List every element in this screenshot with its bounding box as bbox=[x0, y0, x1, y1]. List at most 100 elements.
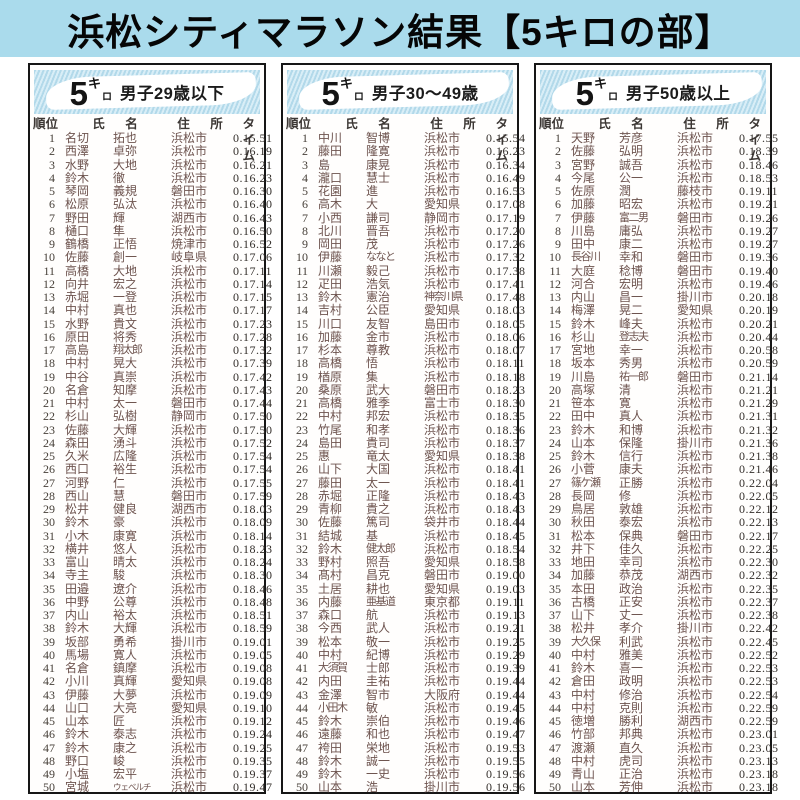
address: 浜松市 bbox=[424, 767, 461, 781]
rank: 31 bbox=[43, 528, 55, 543]
result-row: 42 内田 圭祐 浜松市 0.19.44 bbox=[284, 674, 525, 689]
rank: 36 bbox=[296, 594, 308, 609]
result-row: 48 野口 峻 浜松市 0.19.35 bbox=[31, 753, 272, 768]
rank: 48 bbox=[43, 753, 55, 768]
time: 0.17.17 bbox=[233, 303, 273, 318]
rank: 24 bbox=[296, 435, 308, 450]
family-name: 鈴木 bbox=[65, 515, 90, 530]
address: 掛川市 bbox=[677, 435, 714, 450]
address: 愛知県 bbox=[424, 555, 461, 569]
given-name: 篤司 bbox=[366, 515, 391, 530]
address: 浜松市 bbox=[677, 343, 714, 357]
address: 藤枝市 bbox=[677, 184, 714, 198]
rank: 10 bbox=[43, 250, 55, 265]
family-name: 鈴木 bbox=[318, 714, 343, 728]
time: 0.19.11 bbox=[739, 184, 779, 198]
given-name: 誠一 bbox=[366, 753, 391, 768]
address: 浜松市 bbox=[424, 250, 461, 265]
address: 浜松市 bbox=[677, 462, 714, 477]
result-row: 16 原田 将秀 浜松市 0.17.28 bbox=[31, 330, 272, 344]
result-row: 28 長岡 修 浜松市 0.22.05 bbox=[537, 489, 778, 503]
family-name: 中野 bbox=[65, 594, 90, 609]
family-name: 野田 bbox=[65, 210, 90, 225]
given-name: 丈一 bbox=[619, 608, 644, 622]
family-name: 宮地 bbox=[571, 343, 596, 357]
time: 0.19.13 bbox=[486, 608, 526, 622]
result-row: 47 鈴木 康之 浜松市 0.19.25 bbox=[31, 741, 272, 755]
rank: 19 bbox=[43, 369, 55, 384]
address: 浜松市 bbox=[424, 634, 461, 649]
address: 浜松市 bbox=[171, 528, 208, 543]
address: 浜松市 bbox=[171, 462, 208, 477]
address: 浜松市 bbox=[424, 276, 461, 291]
result-row: 41 大須賀 士郎 浜松市 0.19.39 bbox=[284, 661, 525, 675]
rank: 39 bbox=[296, 634, 308, 649]
time: 0.22.53 bbox=[739, 661, 779, 675]
result-row: 50 山本 芳伸 浜松市 0.23.18 bbox=[537, 780, 778, 794]
rank: 42 bbox=[549, 674, 561, 689]
time: 0.15.51 bbox=[233, 131, 273, 145]
time: 0.19.27 bbox=[739, 223, 779, 238]
rank: 21 bbox=[549, 396, 561, 410]
given-name: 浩 bbox=[366, 780, 379, 795]
time: 0.17.14 bbox=[233, 276, 273, 291]
result-row: 36 古橋 正安 浜松市 0.22.37 bbox=[537, 595, 778, 609]
given-name: 尊教 bbox=[366, 343, 391, 357]
given-name: 晴太 bbox=[113, 555, 138, 569]
result-row: 39 松本 敬一 浜松市 0.19.25 bbox=[284, 634, 525, 649]
address: 浜松市 bbox=[424, 714, 461, 728]
result-row: 11 高橋 大地 浜松市 0.17.11 bbox=[31, 264, 271, 278]
time: 0.19.21 bbox=[486, 621, 526, 636]
time: 0.22.37 bbox=[739, 594, 779, 609]
result-row: 20 高塚 清 浜松市 0.21.21 bbox=[537, 382, 778, 397]
result-row: 6 高木 大 愛知県 0.17.08 bbox=[284, 197, 525, 212]
rank: 18 bbox=[296, 356, 308, 371]
address: 富士市 bbox=[424, 396, 461, 410]
given-name: 崇伯 bbox=[366, 714, 391, 728]
result-row: 40 中村 紀博 浜松市 0.19.29 bbox=[284, 648, 525, 662]
result-row: 1 天野 芳彦 浜松市 0.17.55 bbox=[537, 131, 778, 145]
rank: 16 bbox=[296, 329, 308, 344]
rank: 4 bbox=[302, 170, 308, 185]
rank: 21 bbox=[43, 396, 55, 410]
family-name: 高橋 bbox=[318, 356, 343, 371]
results-body: 1 天野 芳彦 浜松市 0.17.55 2 佐藤 弘明 浜松市 0.18.39 3 宮野 誠吾 浜松市 0.… bbox=[537, 131, 778, 795]
result-row: 2 佐藤 弘明 浜松市 0.18.39 bbox=[537, 144, 778, 158]
result-row: 28 西山 慧 磐田市 0.17.59 bbox=[31, 489, 272, 503]
family-name: 名切 bbox=[65, 131, 90, 145]
rank: 45 bbox=[43, 714, 55, 728]
address: 浜松市 bbox=[424, 661, 461, 675]
given-name: 大 bbox=[366, 197, 379, 212]
rank: 9 bbox=[49, 237, 55, 251]
family-name: 高塚 bbox=[571, 382, 596, 397]
family-name: 鈴木 bbox=[318, 541, 343, 556]
given-name: 康晃 bbox=[366, 157, 391, 172]
time: 0.19.55 bbox=[486, 753, 526, 768]
given-name: 茂 bbox=[366, 237, 379, 251]
time: 0.18.44 bbox=[486, 515, 526, 530]
time: 0.17.06 bbox=[233, 250, 273, 265]
rank: 19 bbox=[549, 369, 561, 384]
family-name: 中村 bbox=[571, 700, 596, 715]
given-name: 拓也 bbox=[113, 131, 138, 145]
given-name: 正勝 bbox=[619, 475, 644, 490]
time: 0.19.56 bbox=[486, 780, 526, 795]
rank: 34 bbox=[296, 568, 308, 583]
time: 0.19.09 bbox=[233, 687, 273, 702]
result-row: 11 大庭 稔博 磐田市 0.19.40 bbox=[537, 264, 778, 278]
rank: 40 bbox=[549, 647, 561, 662]
given-name: 武人 bbox=[366, 621, 391, 636]
family-name: 川瀬 bbox=[318, 263, 343, 278]
time: 0.18.03 bbox=[486, 303, 526, 318]
address: 浜松市 bbox=[677, 170, 714, 185]
rank: 27 bbox=[296, 475, 308, 490]
family-name: 川島 bbox=[571, 223, 596, 238]
rank: 42 bbox=[296, 674, 308, 689]
result-row: 41 鈴木 喜一 浜松市 0.22.53 bbox=[537, 661, 778, 675]
time: 0.17.26 bbox=[486, 237, 526, 251]
rank: 19 bbox=[296, 369, 308, 384]
result-row: 12 河合 宏明 浜松市 0.19.46 bbox=[537, 277, 778, 291]
family-name: 野村 bbox=[318, 555, 343, 569]
result-row: 44 小田木 敏 浜松市 0.19.45 bbox=[284, 701, 525, 715]
family-name: 楢原 bbox=[318, 369, 343, 384]
